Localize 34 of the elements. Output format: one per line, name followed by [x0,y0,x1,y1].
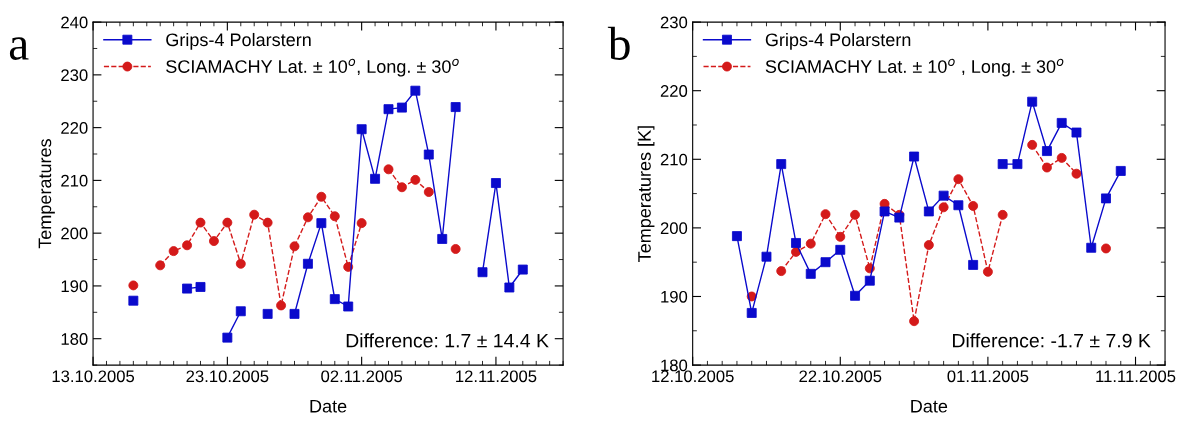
legend-label: SCIAMACHY Lat. ± 10$^{o}$, Long. ± 30$^{o}$ [166,58,459,77]
y-tick-label: 190 [661,290,688,303]
x-tick-label: 02.11.2005 [321,370,403,383]
chart-title: a [9,37,29,60]
annotation: Difference: 1.7 ± 14.4 K [346,333,549,348]
y-tick-label: 210 [660,153,688,166]
y-axis-title: Temperatures [38,139,55,249]
x-tick-label: 11.11.2005 [1096,370,1176,383]
legend-label: Grips-4 Polarstern [765,32,911,50]
annotation: Difference: -1.7 ± 7.9 K [953,333,1151,348]
x-tick-label: 13.10.2005 [52,370,135,383]
y-tick-label: 190 [61,280,88,293]
x-tick-label: 01.11.2005 [947,370,1029,383]
y-tick-label: 200 [61,227,88,240]
y-tick-label: 200 [660,222,688,235]
chart-title: b [607,26,630,60]
x-tick-label: 23.10.2005 [186,370,269,383]
x-axis-title: Date [911,400,948,413]
y-tick-label: 220 [61,122,88,134]
y-tick-label: 180 [661,359,688,372]
legend-label: Grips-4 Polarstern [166,32,311,50]
point [791,238,801,248]
y-tick-label: 220 [660,85,688,97]
y-tick-label: 230 [660,16,688,29]
y-tick-label: 230 [61,69,88,82]
x-tick-label: 12.11.2005 [456,370,537,383]
y-tick-label: 240 [61,16,88,29]
x-tick-label: 22.10.2005 [799,370,882,383]
y-tick-label: 180 [61,333,88,345]
legend-label: SCIAMACHY Lat. ± 10$^{o}$ , Long. ± 30$^{o}$ [765,58,1064,77]
x-axis-title: Date [310,400,347,413]
y-axis-title: Temperatures [K] [637,126,655,262]
x-tick-label: 12.10.2005 [652,370,734,383]
y-tick-label: 210 [61,174,88,187]
